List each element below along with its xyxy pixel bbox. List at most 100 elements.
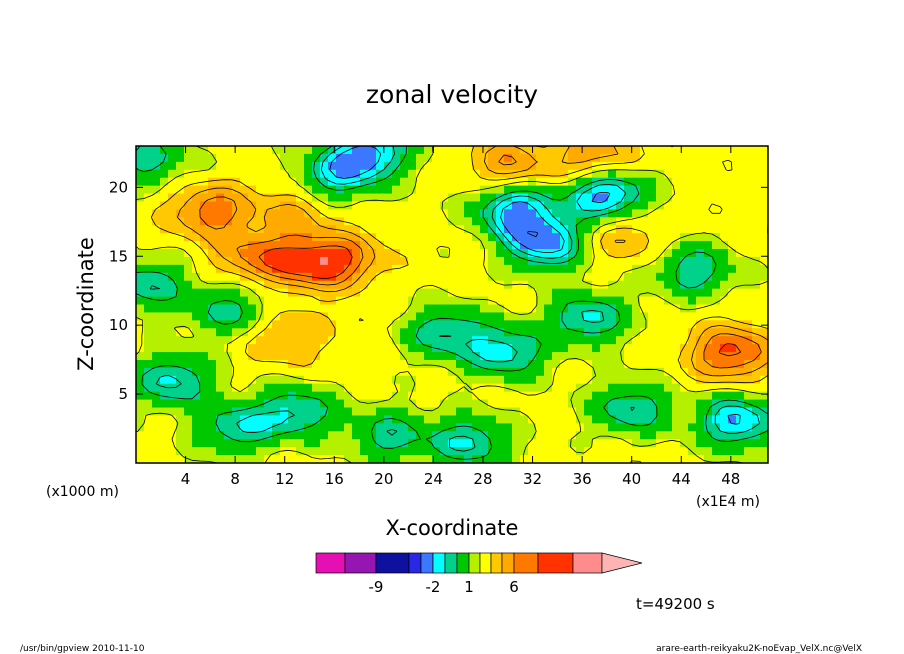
field-cell [416, 249, 425, 258]
field-cell [552, 407, 561, 417]
field-cell [400, 161, 409, 171]
field-cell [400, 201, 409, 210]
field-cell [272, 288, 281, 298]
field-cell [600, 153, 609, 163]
field-cell [464, 336, 473, 345]
field-cell [136, 161, 145, 171]
field-cell [136, 447, 145, 456]
field-cell [560, 241, 569, 250]
field-cell [672, 383, 681, 393]
field-cell [264, 367, 273, 377]
field-cell [504, 352, 513, 361]
field-cell [472, 280, 481, 290]
field-cell [352, 201, 361, 210]
field-cell [368, 399, 377, 409]
field-cell [336, 272, 345, 282]
field-cell [648, 264, 657, 274]
field-cell [512, 209, 521, 218]
field-cell [488, 447, 497, 456]
field-cell [656, 320, 665, 329]
footer-left: /usr/bin/gpview 2010-11-10 [20, 644, 145, 654]
field-cell [288, 439, 297, 448]
field-cell [592, 336, 601, 345]
field-cell [536, 439, 545, 448]
field-cell [136, 280, 145, 290]
field-cell [312, 383, 321, 393]
field-cell [192, 415, 201, 424]
field-cell [232, 193, 241, 203]
field-cell [728, 383, 737, 393]
field-cell [696, 256, 705, 266]
field-cell [488, 431, 497, 440]
field-cell [680, 296, 689, 306]
field-cell [368, 447, 377, 456]
field-cell [712, 264, 721, 274]
field-cell [144, 447, 153, 456]
field-cell [168, 225, 177, 234]
field-cell [696, 169, 705, 179]
field-cell [432, 320, 441, 329]
field-cell [192, 296, 201, 306]
field-cell [224, 447, 233, 456]
field-cell [544, 304, 553, 314]
field-cell [264, 233, 273, 242]
field-cell [664, 375, 673, 385]
y-tick-label: 20 [109, 178, 128, 196]
field-cell [608, 185, 617, 195]
field-cell [616, 423, 625, 432]
field-cell [736, 447, 745, 456]
field-cell [536, 375, 545, 385]
field-cell [656, 241, 665, 250]
field-cell [560, 296, 569, 306]
field-cell [664, 217, 673, 226]
field-cell [392, 367, 401, 377]
field-cell [272, 241, 281, 250]
field-cell [296, 328, 305, 337]
field-cell [568, 280, 577, 290]
field-cell [288, 146, 297, 155]
field-cell [400, 312, 409, 321]
field-cell [136, 201, 145, 210]
field-cell [688, 209, 697, 218]
field-cell [360, 288, 369, 298]
field-cell [304, 296, 313, 306]
field-cell [560, 217, 569, 226]
field-cell [464, 272, 473, 282]
field-cell [384, 201, 393, 210]
field-cell [600, 280, 609, 290]
field-cell [560, 375, 569, 385]
field-cell [472, 146, 481, 155]
field-cell [656, 328, 665, 337]
field-cell [432, 439, 441, 448]
field-cell [200, 249, 209, 258]
field-cell [160, 288, 169, 298]
field-cell [264, 209, 273, 218]
field-cell [200, 320, 209, 329]
field-cell [248, 344, 257, 353]
field-cell [664, 399, 673, 409]
field-cell [400, 391, 409, 401]
field-cell [736, 241, 745, 250]
field-cell [592, 272, 601, 282]
field-cell [504, 225, 513, 234]
field-cell [600, 344, 609, 353]
field-cell [616, 320, 625, 329]
field-cell [176, 256, 185, 266]
field-cell [208, 359, 217, 369]
field-cell [224, 225, 233, 234]
field-cell [192, 399, 201, 409]
field-cell [632, 344, 641, 353]
colorbar-segment [513, 552, 539, 574]
field-cell [152, 344, 161, 353]
field-cell [672, 209, 681, 218]
field-cell [320, 375, 329, 385]
field-cell [296, 439, 305, 448]
field-cell [656, 367, 665, 377]
field-cell [688, 177, 697, 187]
field-cell [352, 336, 361, 345]
field-cell [648, 249, 657, 258]
field-cell [728, 399, 737, 409]
colorbar-segment [408, 552, 422, 574]
field-cell [152, 185, 161, 195]
field-cell [504, 241, 513, 250]
